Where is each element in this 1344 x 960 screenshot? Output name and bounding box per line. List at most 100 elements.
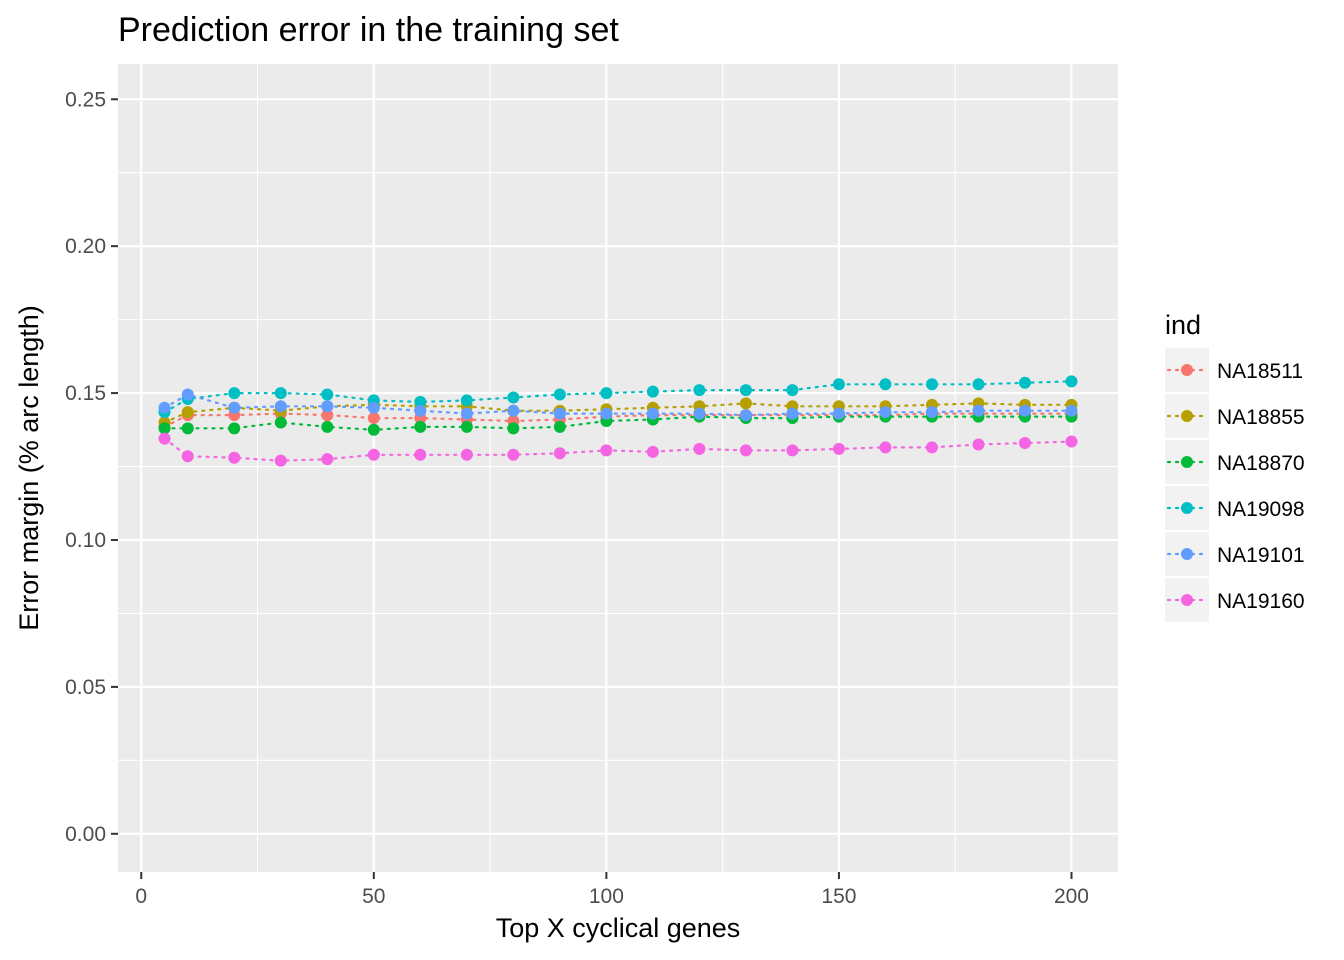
data-point [460,448,473,461]
data-point [367,423,380,436]
series-layer [158,375,1078,467]
legend-item: NA18511 [1165,348,1303,392]
data-point [1065,404,1078,417]
data-point [693,384,706,397]
data-point [600,407,613,420]
chart-title: Prediction error in the training set [118,11,619,49]
x-tick-label: 50 [362,885,385,908]
data-point [1018,404,1031,417]
y-tick-label: 0.00 [65,823,106,846]
data-point [321,409,334,422]
legend-label: NA19101 [1217,544,1305,567]
data-point [507,391,520,404]
data-point [832,378,845,391]
data-point [274,387,287,400]
data-point [507,404,520,417]
legend-point [1181,548,1193,560]
data-point [181,406,194,419]
data-point [367,401,380,414]
data-point [925,406,938,419]
legend-label: NA19098 [1217,498,1305,521]
series-line [163,380,1073,414]
data-point [972,438,985,451]
data-point [321,388,334,401]
data-point [228,387,241,400]
x-tick-label: 100 [589,885,624,908]
data-point [321,400,334,413]
data-point [228,401,241,414]
data-point [460,394,473,407]
data-point [646,445,659,458]
y-axis: 0.00 0.05 0.10 0.15 0.20 0.25 [65,88,118,846]
legend-point [1181,502,1193,514]
x-tick-label: 200 [1054,885,1089,908]
data-point [832,442,845,455]
legend-label: NA18870 [1217,452,1305,475]
data-point [972,404,985,417]
data-point [553,420,566,433]
data-point [158,432,171,445]
data-point [925,441,938,454]
legend-point [1181,456,1193,468]
data-point [414,395,427,408]
legend-item: NA19160 [1165,578,1305,622]
data-point [646,385,659,398]
x-tick-label: 150 [821,885,856,908]
data-point [786,384,799,397]
data-point [832,407,845,420]
y-tick-label: 0.25 [65,88,106,111]
data-point [181,450,194,463]
data-point [972,378,985,391]
data-point [367,448,380,461]
minor-gridlines [118,64,1118,872]
data-point [600,387,613,400]
legend-point [1181,594,1193,606]
legend: ind NA18511 NA18855 NA18870 NA19098 NA19101 N… [1165,310,1305,622]
data-point [507,422,520,435]
data-point [879,406,892,419]
data-point [274,400,287,413]
data-point [553,388,566,401]
data-point [925,378,938,391]
data-point [228,422,241,435]
data-point [693,407,706,420]
data-point [739,397,752,410]
data-point [460,407,473,420]
data-point [739,409,752,422]
y-tick-label: 0.15 [65,382,106,405]
plot-panel [118,64,1118,872]
data-point [414,404,427,417]
legend-point [1181,364,1193,376]
x-tick-label: 0 [135,885,147,908]
legend-title: ind [1165,310,1201,340]
data-point [228,451,241,464]
data-point [553,407,566,420]
data-point [1018,437,1031,450]
series-NA19101 [158,388,1078,422]
data-point [1018,376,1031,389]
data-point [274,416,287,429]
data-point [1065,435,1078,448]
data-point [158,401,171,414]
data-point [181,388,194,401]
data-point [739,444,752,457]
data-point [181,422,194,435]
data-point [158,422,171,435]
legend-label: NA18511 [1217,360,1303,383]
series-NA19098 [158,375,1078,419]
data-point [739,384,752,397]
data-point [321,420,334,433]
data-point [414,420,427,433]
y-tick-label: 0.05 [65,676,106,699]
data-point [600,444,613,457]
data-point [786,407,799,420]
x-axis: 0 50 100 150 200 [135,872,1089,908]
legend-item: NA19101 [1165,532,1305,576]
data-point [693,442,706,455]
x-axis-title: Top X cyclical genes [496,913,741,943]
data-point [879,378,892,391]
y-axis-title: Error margin (% arc length) [14,305,44,631]
data-point [274,454,287,467]
legend-item: NA18870 [1165,440,1305,484]
legend-item: NA18855 [1165,394,1305,438]
